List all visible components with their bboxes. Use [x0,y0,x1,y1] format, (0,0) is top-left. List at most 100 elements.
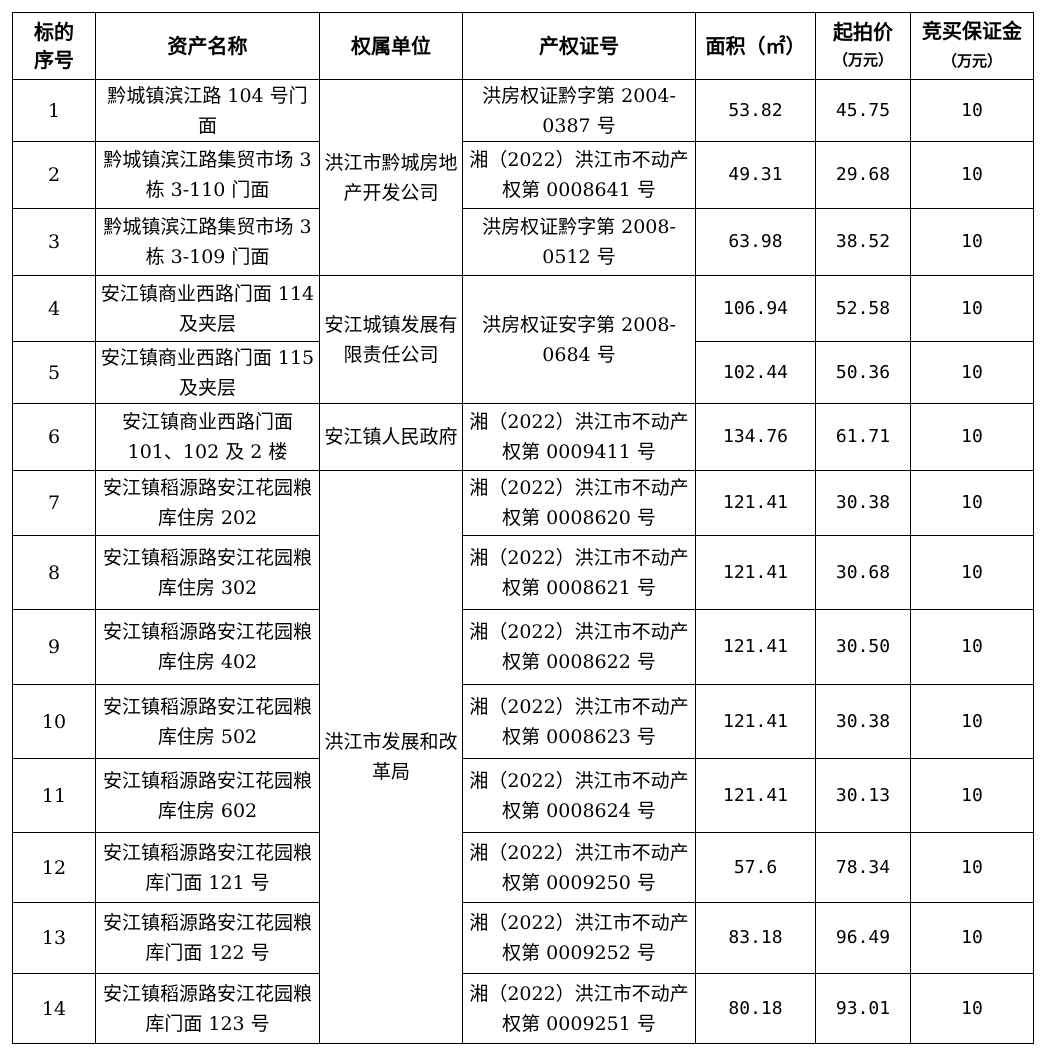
cell-no: 10 [12,684,96,759]
cell-price: 29.68 [815,141,911,209]
cell-area: 121.41 [695,535,816,610]
cell-price: 50.36 [815,341,911,404]
cell-deposit: 10 [910,141,1034,209]
cell-no: 4 [12,275,96,342]
cell-area: 80.18 [695,973,816,1044]
cell-cert: 湘（2022）洪江市不动产权第 0008622 号 [462,609,696,685]
cell-cert: 湘（2022）洪江市不动产权第 0008641 号 [462,141,696,209]
cell-no: 8 [12,535,96,610]
cell-asset-name: 黔城镇滨江路 104 号门面 [95,79,320,142]
header-price-label: 起拍价 [833,20,893,44]
cell-asset-name: 安江镇商业西路门面 101、102 及 2 楼 [95,403,320,471]
cell-price: 30.68 [815,535,911,610]
header-no: 标的序号 [12,12,96,80]
cell-area: 53.82 [695,79,816,142]
table-row: 14 安江镇稻源路安江花园粮库门面 123 号 湘（2022）洪江市不动产权第 00… [12,973,1034,1044]
cell-cert: 湘（2022）洪江市不动产权第 0008621 号 [462,535,696,610]
cell-deposit: 10 [910,832,1034,903]
cell-no: 14 [12,973,96,1044]
table-row: 1 黔城镇滨江路 104 号门面 洪江市黔城房地产开发公司 洪房权证黔字第 2004-… [12,79,1034,276]
header-price-unit: （万元） [832,51,893,69]
cell-deposit: 10 [910,79,1034,142]
header-price: 起拍价 （万元） [815,12,911,80]
cell-asset-name: 安江镇稻源路安江花园粮库门面 123 号 [95,973,320,1044]
cell-cert: 湘（2022）洪江市不动产权第 0009411 号 [462,403,696,471]
header-deposit-label: 竞买保证金 [922,19,1022,43]
cell-area: 106.94 [695,275,816,342]
header-deposit-unit: （万元） [941,52,1002,70]
cell-cert: 湘（2022）洪江市不动产权第 0008620 号 [462,470,696,536]
cell-asset-name: 安江镇稻源路安江花园粮库门面 121 号 [95,832,320,903]
cell-cert: 洪房权证黔字第 2008-0512 号 [462,208,696,276]
table-row: 11 安江镇稻源路安江花园粮库住房 602 湘（2022）洪江市不动产权第 0008… [12,758,1034,833]
cell-area: 121.41 [695,470,816,536]
header-name: 资产名称 [95,12,320,80]
cell-asset-name: 黔城镇滨江路集贸市场 3 栋 3-109 门面 [95,208,320,276]
table-row: 2 黔城镇滨江路集贸市场 3 栋 3-110 门面 湘（2022）洪江市不动产权第 … [12,141,1034,209]
table-row: 9 安江镇稻源路安江花园粮库住房 402 湘（2022）洪江市不动产权第 00086… [12,609,1034,685]
table-row: 6 安江镇商业西路门面 101、102 及 2 楼安江镇人民政府 湘（2022）洪江… [12,403,1034,471]
cell-price: 30.50 [815,609,911,685]
cell-cert: 湘（2022）洪江市不动产权第 0009250 号 [462,832,696,903]
cell-deposit: 10 [910,973,1034,1044]
cell-area: 57.6 [695,832,816,903]
cell-asset-name: 安江镇稻源路安江花园粮库住房 302 [95,535,320,610]
cell-owner: 安江城镇发展有限责任公司 [319,275,463,404]
cell-cert: 洪房权证黔字第 2004-0387 号 [462,79,696,142]
cell-price: 38.52 [815,208,911,276]
cell-no: 12 [12,832,96,903]
cell-asset-name: 安江镇商业西路门面 114 及夹层 [95,275,320,342]
cell-area: 102.44 [695,341,816,404]
table-row: 13 安江镇稻源路安江花园粮库门面 122 号 湘（2022）洪江市不动产权第 00… [12,902,1034,974]
cell-owner: 洪江市黔城房地产开发公司 [319,79,463,276]
cell-deposit: 10 [910,403,1034,471]
cell-deposit: 10 [910,609,1034,685]
table-row: 4 安江镇商业西路门面 114 及夹层 安江城镇发展有限责任公司 洪房权证安字第 20… [12,275,1034,404]
cell-asset-name: 黔城镇滨江路集贸市场 3 栋 3-110 门面 [95,141,320,209]
cell-deposit: 10 [910,470,1034,536]
cell-deposit: 10 [910,902,1034,974]
header-cert: 产权证号 [462,12,696,80]
header-owner: 权属单位 [319,12,463,80]
cell-area: 63.98 [695,208,816,276]
cell-no: 6 [12,403,96,471]
cell-asset-name: 安江镇稻源路安江花园粮库住房 502 [95,684,320,759]
cell-no: 7 [12,470,96,536]
cell-owner: 洪江市发展和改革局 [319,470,463,1044]
cell-asset-name: 安江镇稻源路安江花园粮库住房 602 [95,758,320,833]
table-row: 12 安江镇稻源路安江花园粮库门面 121 号 湘（2022）洪江市不动产权第 00… [12,832,1034,903]
cell-deposit: 10 [910,684,1034,759]
cell-deposit: 10 [910,535,1034,610]
cell-area: 83.18 [695,902,816,974]
cell-owner: 安江镇人民政府 [319,403,463,471]
cell-area: 121.41 [695,684,816,759]
cell-no: 11 [12,758,96,833]
cell-no: 1 [12,79,96,142]
asset-table: 标的序号 资产名称 权属单位 产权证号 面积（㎡） 起拍价 （万元） 竞买保证金 （… [12,12,1034,1044]
cell-asset-name: 安江镇稻源路安江花园粮库住房 402 [95,609,320,685]
cell-price: 96.49 [815,902,911,974]
cell-no: 3 [12,208,96,276]
cell-price: 30.38 [815,470,911,536]
cell-cert: 湘（2022）洪江市不动产权第 0008623 号 [462,684,696,759]
table-row: 7 安江镇稻源路安江花园粮库住房 202 洪江市发展和改革局 湘（2022）洪江市不动… [12,470,1034,1044]
table-row: 5 安江镇商业西路门面 115 及夹层 102.44 50.36 10 [12,341,1034,404]
cell-cert: 湘（2022）洪江市不动产权第 0008624 号 [462,758,696,833]
header-deposit: 竞买保证金 （万元） [910,12,1034,80]
cell-cert: 湘（2022）洪江市不动产权第 0009252 号 [462,902,696,974]
cell-price: 45.75 [815,79,911,142]
cell-deposit: 10 [910,758,1034,833]
header-area: 面积（㎡） [695,12,816,80]
cell-no: 13 [12,902,96,974]
cell-price: 78.34 [815,832,911,903]
cell-cert: 洪房权证安字第 2008-0684 号 [462,275,696,404]
table-body: 1 黔城镇滨江路 104 号门面 洪江市黔城房地产开发公司 洪房权证黔字第 2004-… [12,79,1034,1044]
cell-cert: 湘（2022）洪江市不动产权第 0009251 号 [462,973,696,1044]
cell-price: 52.58 [815,275,911,342]
table-row: 10 安江镇稻源路安江花园粮库住房 502 湘（2022）洪江市不动产权第 0008… [12,684,1034,759]
cell-price: 93.01 [815,973,911,1044]
cell-deposit: 10 [910,208,1034,276]
header-row: 标的序号 资产名称 权属单位 产权证号 面积（㎡） 起拍价 （万元） 竞买保证金 （… [12,12,1034,80]
cell-no: 2 [12,141,96,209]
cell-price: 30.13 [815,758,911,833]
